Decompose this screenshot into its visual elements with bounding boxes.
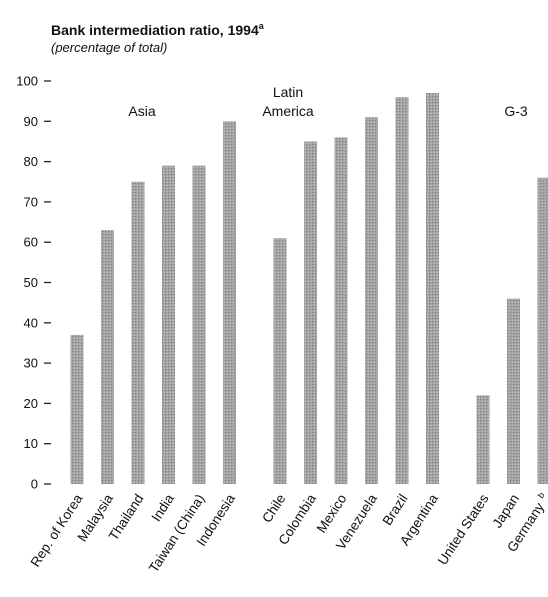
bar (70, 334, 84, 484)
bar (273, 238, 287, 484)
x-tick-label: India (148, 491, 177, 524)
bars (70, 93, 548, 485)
y-tick-label: 10 (24, 436, 38, 451)
y-tick-label: 90 (24, 114, 38, 129)
bar (162, 165, 175, 484)
y-tick-label: 0 (31, 477, 38, 492)
x-tick-label: Japan (489, 491, 522, 530)
bar (476, 395, 490, 484)
x-tick-label: Brazil (380, 491, 411, 527)
bar (223, 121, 236, 485)
bar (395, 97, 409, 485)
y-tick-label: 30 (24, 356, 38, 371)
bar (507, 298, 520, 484)
bar (334, 137, 348, 485)
bar (365, 117, 378, 485)
group-labels: Asia Latin America G-3 (128, 84, 527, 119)
bar (537, 177, 548, 484)
group-label: Latin (273, 84, 303, 100)
group-label: Asia (128, 103, 155, 119)
title-superscript: a (259, 21, 265, 31)
y-tick-label: 60 (24, 235, 38, 250)
bar (426, 93, 439, 484)
x-tick-label: United States (435, 491, 492, 567)
category-superscript: b (536, 490, 547, 500)
y-tick-label: 20 (24, 396, 38, 411)
chart-subtitle: (percentage of total) (51, 40, 167, 55)
y-axis: 0 10 20 30 40 50 60 70 80 90 100 (16, 74, 51, 492)
x-tick-label: Rep. of Korea (28, 491, 86, 569)
bar (192, 165, 206, 484)
bar (304, 141, 317, 484)
chart-title: Bank intermediation ratio, 1994a (51, 21, 265, 38)
y-tick-label: 100 (16, 74, 38, 89)
y-tick-label: 40 (24, 315, 38, 330)
y-tick-label: 80 (24, 154, 38, 169)
group-label: America (262, 103, 314, 119)
bar (101, 230, 114, 484)
group-label: G-3 (504, 103, 528, 119)
x-tick-label: Chile (259, 491, 288, 525)
y-tick-label: 70 (24, 194, 38, 209)
bar (131, 181, 145, 484)
y-tick-label: 50 (24, 275, 38, 290)
